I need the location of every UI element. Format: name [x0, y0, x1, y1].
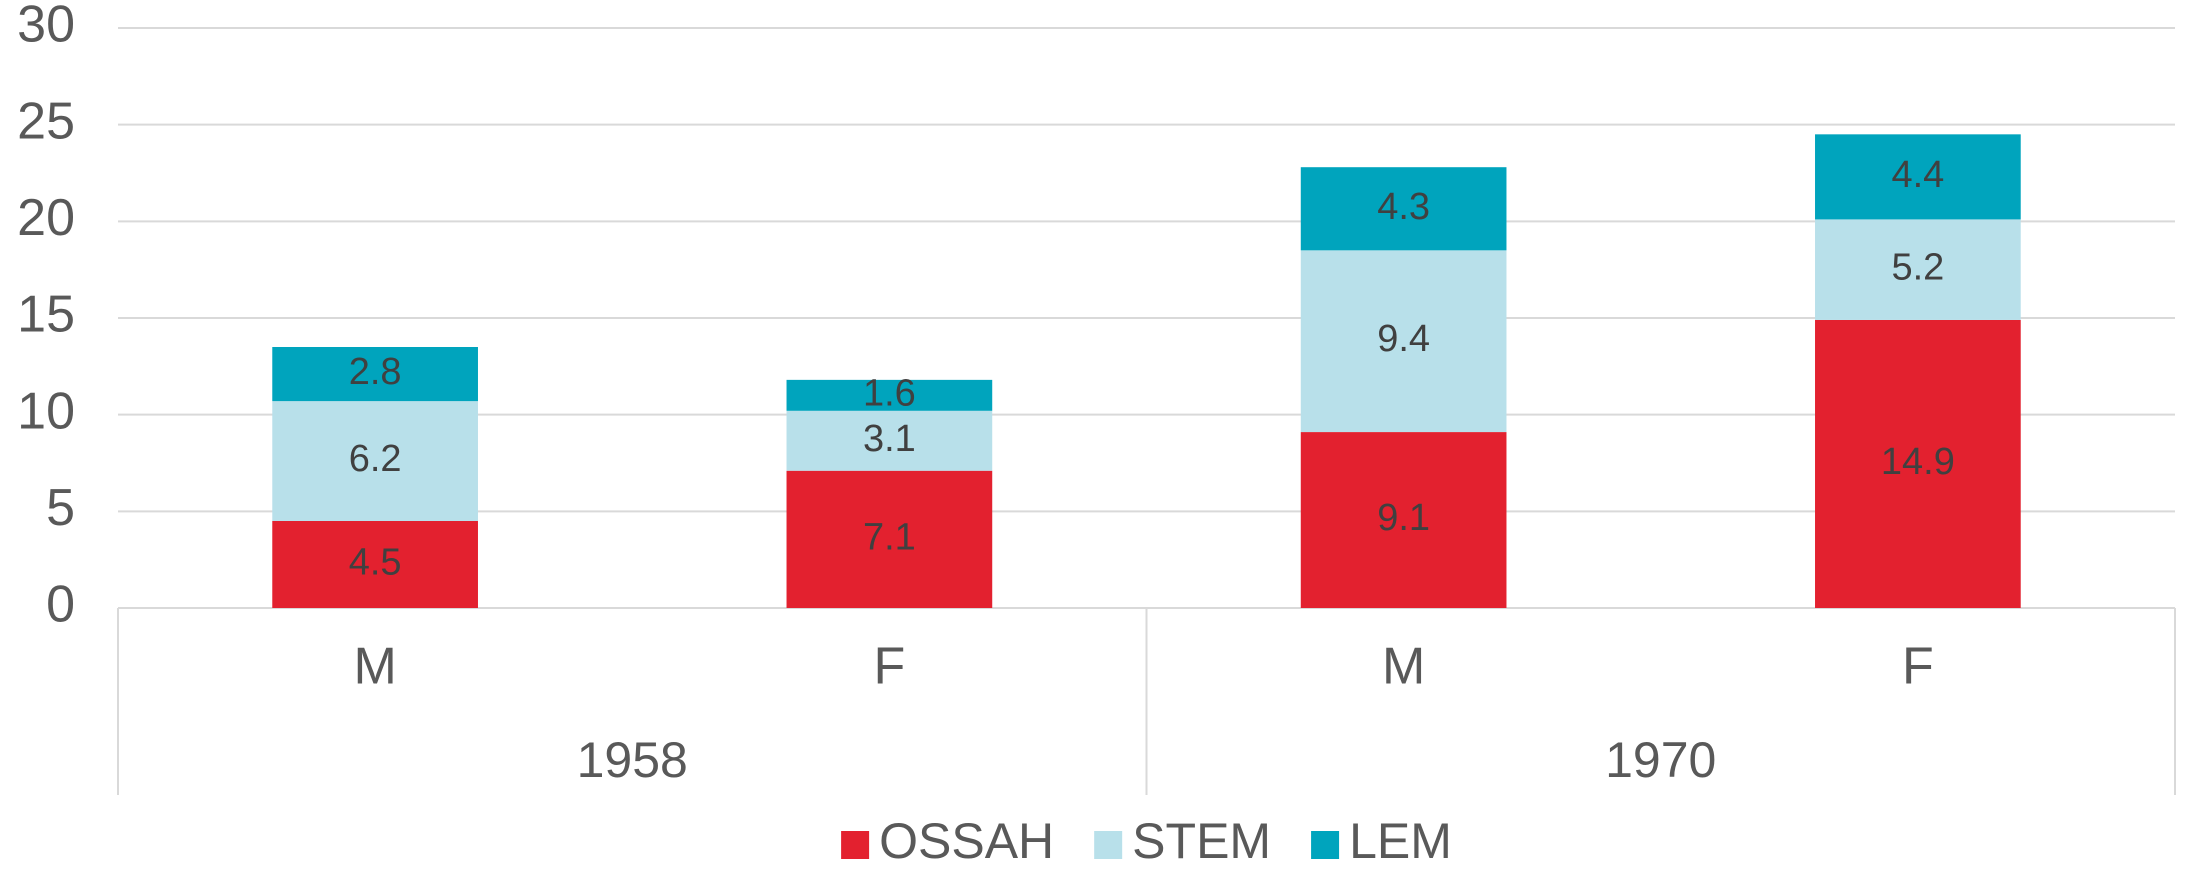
y-tick-label: 5: [46, 479, 75, 537]
y-tick-label: 30: [17, 0, 75, 54]
bar-segment: [1815, 219, 2021, 320]
x-tick-label: M: [1382, 638, 1425, 696]
legend-label: STEM: [1132, 813, 1271, 869]
group-label: 1970: [1605, 732, 1716, 788]
y-tick-label: 15: [17, 286, 75, 344]
data-label: 4.4: [1891, 154, 1944, 196]
bar-segment: [786, 470, 993, 608]
y-tick-label: 20: [17, 189, 75, 247]
y-tick-label: 0: [46, 576, 75, 634]
data-label: 9.4: [1377, 318, 1430, 360]
data-label: 3.1: [863, 418, 916, 460]
y-tick-label: 10: [17, 382, 75, 440]
data-label: 4.5: [349, 542, 402, 584]
legend-swatch: [1311, 831, 1340, 859]
x-tick-label: F: [1902, 638, 1934, 696]
bar-segment: [1300, 167, 1507, 251]
bar-segment: [1815, 134, 2021, 220]
legend-label: LEM: [1349, 813, 1452, 869]
bar-segment: [272, 347, 478, 402]
data-label: 7.1: [863, 516, 916, 558]
legend-swatch: [1094, 831, 1123, 859]
x-tick-label: M: [353, 638, 396, 696]
legend-swatch: [841, 831, 870, 859]
bar-segment: [786, 379, 993, 411]
bar-segment: [786, 410, 993, 471]
data-label: 6.2: [349, 438, 402, 480]
bar-segment: [1300, 250, 1507, 433]
group-label: 1958: [577, 732, 688, 788]
legend-label: OSSAH: [879, 813, 1054, 869]
bar-segment: [272, 401, 478, 521]
bar-segment: [272, 521, 478, 608]
data-label: 14.9: [1881, 441, 1955, 483]
data-label: 4.3: [1377, 186, 1430, 228]
data-label: 2.8: [349, 351, 402, 393]
data-label: 5.2: [1891, 247, 1944, 289]
x-tick-label: F: [873, 638, 905, 696]
bar-segment: [1815, 319, 2021, 608]
y-tick-label: 25: [17, 92, 75, 150]
data-label: 9.1: [1377, 497, 1430, 539]
data-label: 1.6: [863, 372, 916, 414]
bar-segment: [1300, 432, 1507, 608]
